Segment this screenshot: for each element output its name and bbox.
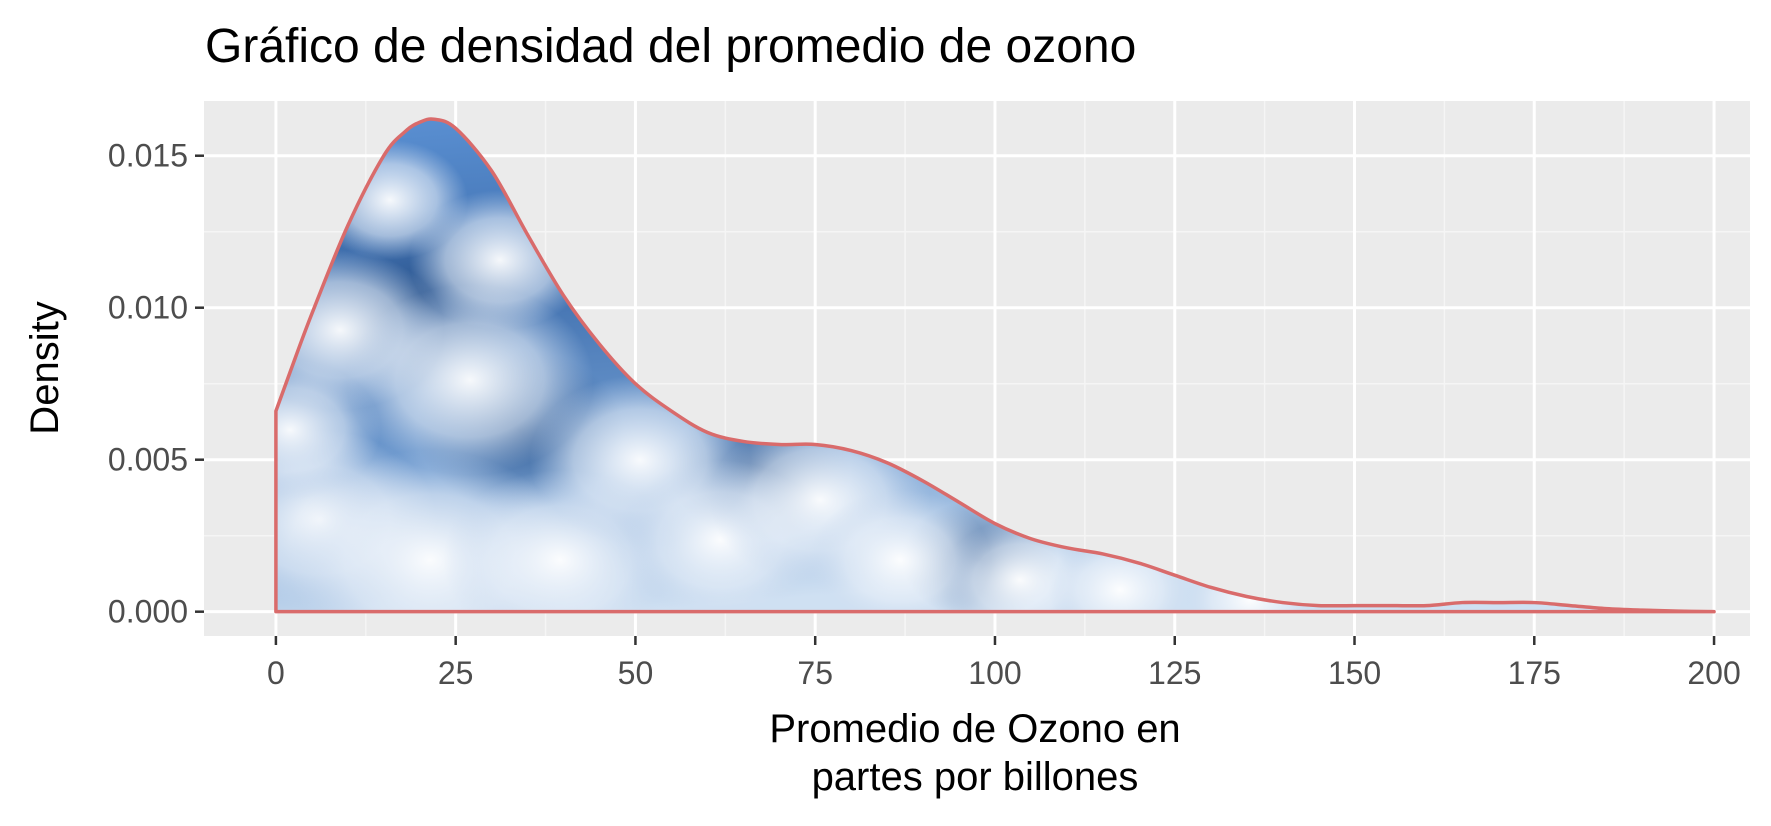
x-tick-label: 50 xyxy=(618,655,654,691)
x-axis-title-line-1: Promedio de Ozono en xyxy=(769,707,1180,751)
y-tick-label: 0.005 xyxy=(108,442,188,478)
x-tick-label: 200 xyxy=(1687,655,1740,691)
x-tick-label: 175 xyxy=(1508,655,1561,691)
cloud-texture xyxy=(275,360,381,500)
y-axis: 0.000 0.005 0.010 0.015 xyxy=(108,138,204,630)
cloud-texture xyxy=(346,285,594,475)
x-tick-label: 100 xyxy=(968,655,1021,691)
y-tick-label: 0.010 xyxy=(108,290,188,326)
x-axis: 0 25 50 75 100 125 150 175 200 xyxy=(267,636,1741,691)
y-tick-label: 0.000 xyxy=(108,594,188,630)
x-tick-label: 125 xyxy=(1148,655,1201,691)
x-tick-label: 25 xyxy=(438,655,474,691)
x-tick-label: 150 xyxy=(1328,655,1381,691)
chart-title: Gráfico de densidad del promedio de ozon… xyxy=(205,20,1136,73)
density-outline xyxy=(274,117,1716,614)
x-tick-label: 0 xyxy=(267,655,285,691)
x-tick-label: 75 xyxy=(797,655,833,691)
y-tick-label: 0.015 xyxy=(108,138,188,174)
x-axis-title-line-2: partes por billones xyxy=(812,755,1139,799)
y-axis-title: Density xyxy=(23,301,67,434)
